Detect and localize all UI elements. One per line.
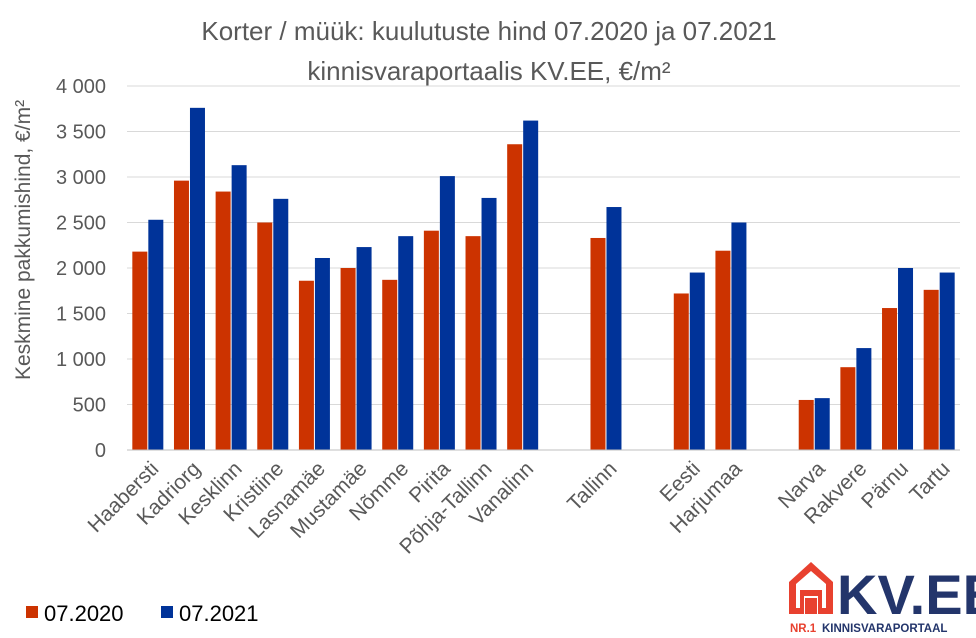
bar-tartu-07-2020 [923, 289, 939, 450]
bar-eesti-07-2020 [673, 293, 689, 450]
chart-title-line-1: Korter / müük: kuulutuste hind 07.2020 j… [201, 16, 776, 46]
bar-tallinn-07-2020 [590, 237, 606, 450]
bar-haabersti-07-2020 [132, 251, 148, 450]
bar-p-rnu-07-2021 [898, 268, 914, 450]
legend-swatch-07-2021 [161, 606, 173, 618]
x-axis-categories: HaaberstiKadriorgKesklinnKristiineLasnam… [84, 457, 955, 559]
y-tick-label: 1 500 [56, 304, 106, 326]
x-category-label-tallinn: Tallinn [563, 457, 621, 515]
house-icon [789, 562, 833, 614]
bars [132, 107, 955, 451]
bar-kesklinn-07-2021 [231, 165, 247, 451]
bar-harjumaa-07-2020 [715, 250, 731, 450]
bar-p-rnu-07-2020 [882, 308, 898, 450]
bar-harjumaa-07-2021 [731, 222, 747, 450]
y-tick-label: 1 000 [56, 349, 106, 371]
y-tick-label: 500 [73, 395, 106, 417]
bar-vanalinn-07-2020 [507, 144, 523, 451]
bar-kesklinn-07-2020 [215, 191, 231, 450]
bar-eesti-07-2021 [689, 272, 705, 450]
y-tick-label: 2 500 [56, 213, 106, 235]
bar-p-hja-tallinn-07-2020 [465, 236, 481, 450]
bar-narva-07-2020 [798, 399, 814, 450]
y-axis-ticks: 0 500 1 000 1 500 2 000 2 500 3 000 3 500 4 000 [56, 76, 106, 462]
bar-tallinn-07-2021 [606, 207, 622, 450]
bar-kristiine-07-2020 [257, 222, 273, 450]
bar-kadriorg-07-2020 [173, 180, 189, 450]
chart-title-line-2: kinnisvaraportaalis KV.EE, €/m² [307, 56, 671, 86]
bar-mustam-e-07-2021 [356, 247, 372, 450]
x-category-label-p-rnu: Pärnu [857, 457, 913, 513]
bar-pirita-07-2020 [423, 230, 439, 450]
y-tick-label: 2 000 [56, 258, 106, 280]
bar-kadriorg-07-2021 [189, 107, 205, 450]
bar-tartu-07-2021 [939, 272, 955, 450]
bar-lasnam-e-07-2021 [314, 257, 330, 450]
y-tick-label: 0 [95, 440, 106, 462]
bar-kristiine-07-2021 [273, 198, 289, 450]
y-tick-label: 4 000 [56, 76, 106, 98]
bar-narva-07-2021 [814, 398, 830, 450]
logo-name: KV.EE [837, 563, 976, 626]
legend-label-07-2021: 07.2021 [179, 601, 259, 626]
bar-lasnam-e-07-2020 [298, 280, 314, 450]
bar-mustam-e-07-2020 [340, 268, 356, 450]
bar-n-mme-07-2020 [382, 279, 398, 450]
legend-swatch-07-2020 [26, 606, 38, 618]
bar-p-hja-tallinn-07-2021 [481, 197, 497, 450]
kv-ee-logo: KV.EE NR.1 KINNISVARAPORTAAL [789, 562, 976, 635]
bar-rakvere-07-2020 [840, 367, 856, 450]
bar-pirita-07-2021 [439, 176, 455, 450]
y-tick-label: 3 500 [56, 122, 106, 144]
legend-label-07-2020: 07.2020 [44, 601, 124, 626]
logo-tagline-text: KINNISVARAPORTAAL [822, 623, 947, 635]
y-axis-label: Keskmine pakkumishind, €/m² [12, 100, 35, 380]
gridlines [127, 85, 960, 405]
bar-rakvere-07-2021 [856, 348, 872, 450]
bar-vanalinn-07-2021 [523, 120, 539, 450]
bar-haabersti-07-2021 [148, 219, 164, 450]
y-tick-label: 3 000 [56, 167, 106, 189]
x-category-label-tartu: Tartu [905, 457, 954, 506]
bar-n-mme-07-2021 [398, 236, 414, 450]
logo-tagline-number: NR.1 [790, 623, 817, 635]
legend: 07.2020 07.2021 [26, 601, 259, 626]
